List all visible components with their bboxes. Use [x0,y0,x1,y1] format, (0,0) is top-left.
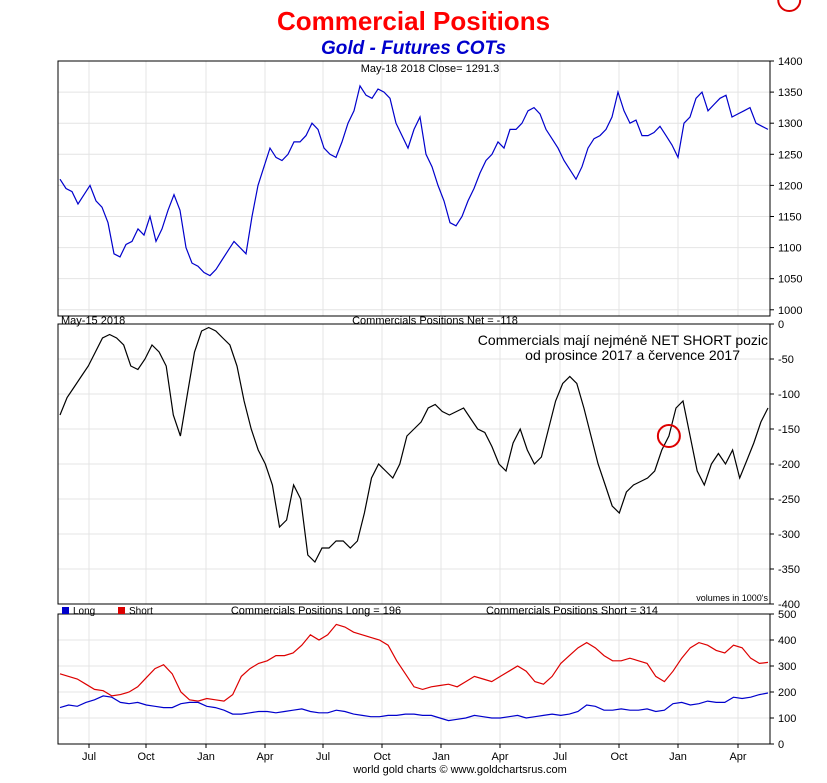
chart-subtitle: Gold - Futures COTs [320,38,507,59]
price-panel: 1000 1050 1100 1150 1200 1250 1300 1350 1400 May-… [57,56,802,317]
panel-border [57,60,771,317]
annotation-circle [777,0,802,12]
price-info-label: May-18 2018 Close= 1291.3 [361,63,500,75]
panel-border [57,613,771,745]
short-series-label: Commercials Positions Short = 314 [486,605,658,617]
chart-title: Commercial Positions [276,6,551,36]
x-tick-label: Apr [256,751,273,763]
panel-frame [57,613,771,745]
y-tick-label: 1300 [778,118,802,130]
y-tick-label: -300 [778,529,800,541]
y-tick-label: 400 [778,635,796,647]
y-tick-label: 1050 [778,274,802,286]
long-short-panel: 0 100 200 300 400 500 Long Short Commercials Pos… [57,605,796,776]
y-tick-label: 1250 [778,149,802,161]
y-tick-label: 0 [778,739,784,751]
net-panel: 0 -50 -100 -150 -200 -250 -300 -350 -400 May-15 2… [57,0,802,611]
x-tick-label: Oct [373,751,390,763]
y-tick-label: 300 [778,661,796,673]
panel-frame [57,60,771,317]
x-tick-label: Jan [432,751,450,763]
legend-swatch-short [118,607,125,614]
annotation-circle [656,424,681,448]
legend-label-long: Long [73,606,95,617]
long-series-label: Commercials Positions Long = 196 [231,605,401,617]
y-tick-label: -150 [778,424,800,436]
net-info-label: May-15 2018 [61,315,125,327]
net-series-label: Commercials Positions Net = -118 [352,315,518,327]
x-tick-label: Oct [137,751,154,763]
long-line [59,692,769,722]
y-tick-label: 200 [778,687,796,699]
y-tick-label: 500 [778,609,796,621]
y-tick-label: 1400 [778,56,802,68]
x-tick-label: Jan [669,751,687,763]
y-tick-label: 1100 [778,243,802,255]
net-line [59,326,769,564]
legend-swatch-long [62,607,69,614]
y-tick-label: -50 [778,354,794,366]
x-tick-label: Oct [610,751,627,763]
y-tick-label: 1000 [778,305,802,317]
y-tick-label: 100 [778,713,796,725]
y-tick-label: -100 [778,389,800,401]
y-tick-label: 1150 [778,211,802,223]
y-tick-label: -400 [778,599,800,611]
panel-border [57,323,771,605]
net-annotation-line-1: Commercials mají nejméně NET SHORT pozic [478,332,768,348]
y-tick-label: 1350 [778,87,802,99]
y-tick-label: 0 [778,319,784,331]
x-tick-label: Apr [491,751,508,763]
units-note: volumes in 1000's [696,593,768,603]
x-tick-label: Apr [729,751,746,763]
y-tick-label: 1200 [778,180,802,192]
net-annotation-line-2: od prosince 2017 a července 2017 [525,347,740,363]
short-line [59,623,769,702]
y-tick-label: -200 [778,459,800,471]
x-tick-label: Jan [197,751,215,763]
y-tick-label: -250 [778,494,800,506]
x-tick-label: Jul [82,751,96,763]
x-tick-label: Jul [316,751,330,763]
y-tick-label: -350 [778,564,800,576]
x-tick-label: Jul [553,751,567,763]
price-line [59,84,769,277]
footer-credit: world gold charts © www.goldchartsrus.co… [352,764,567,776]
legend-label-short: Short [129,606,153,617]
